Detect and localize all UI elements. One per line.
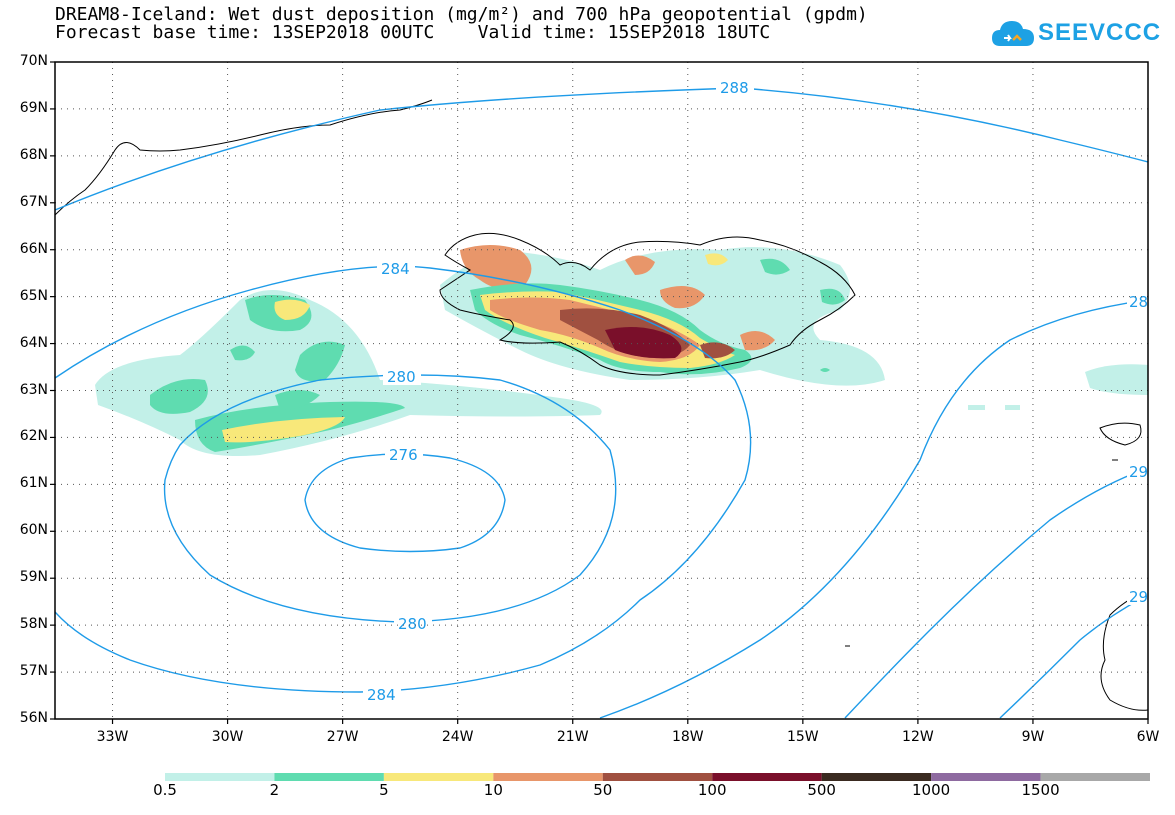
- lon-label: 24W: [441, 729, 474, 745]
- colorbar-label: 0.5: [153, 781, 177, 799]
- lon-label: 30W: [211, 729, 244, 745]
- axis-ticks: [50, 61, 1149, 724]
- colorbar-segment: [274, 773, 384, 781]
- colorbar-label: 1500: [1021, 781, 1060, 799]
- contour-label-28: 28: [1129, 293, 1148, 311]
- lon-label: 6W: [1136, 729, 1160, 745]
- lon-label: 27W: [326, 729, 359, 745]
- dust-deposition-shading: [95, 245, 1148, 456]
- colorbar-segment: [165, 773, 275, 781]
- lon-label: 18W: [671, 729, 704, 745]
- lat-label: 70N: [19, 53, 48, 69]
- seevccc-logo: SEEVCCC: [990, 16, 1160, 56]
- lat-label: 61N: [19, 475, 48, 492]
- colorbar: [165, 773, 1150, 781]
- colorbar-label: 500: [807, 781, 836, 799]
- map-gridlines: [55, 62, 1148, 719]
- lat-label: 67N: [19, 193, 48, 210]
- contour-label-276: 276: [389, 446, 418, 464]
- lon-label: 33W: [96, 729, 129, 745]
- contour-labels: 288 284 284 280 280 276 28 29 29: [363, 78, 1148, 704]
- colorbar-label: 5: [379, 781, 389, 799]
- lon-label: 21W: [556, 729, 589, 745]
- map-title: DREAM8-Iceland: Wet dust deposition (mg/…: [55, 4, 868, 25]
- lat-label: 63N: [19, 381, 48, 398]
- lon-label: 12W: [902, 729, 934, 745]
- contour-label-29-low: 29: [1129, 588, 1148, 606]
- cloud-logo-icon: [992, 21, 1034, 46]
- lat-label: 59N: [19, 569, 48, 586]
- lat-label: 58N: [19, 616, 48, 633]
- lat-label: 69N: [19, 99, 48, 116]
- contour-label-280-bottom: 280: [398, 615, 427, 633]
- colorbar-segment: [602, 773, 713, 781]
- colorbar-segment: [931, 773, 1041, 781]
- colorbar-segment: [821, 773, 932, 781]
- coastlines: [55, 99, 1148, 711]
- contour-label-280-top: 280: [387, 368, 416, 386]
- colorbar-segment: [383, 773, 494, 781]
- colorbar-label: 50: [593, 781, 613, 799]
- logo-text: SEEVCCC: [1038, 19, 1162, 46]
- lat-label: 66N: [19, 240, 48, 257]
- lat-label: 56N: [19, 710, 48, 726]
- lat-label: 57N: [19, 663, 48, 680]
- lon-label: 15W: [786, 729, 819, 745]
- colorbar-label: 2: [269, 781, 280, 799]
- lon-label: 9W: [1021, 729, 1045, 745]
- colorbar-segment: [712, 773, 822, 781]
- map-subtitle-times: Forecast base time: 13SEP2018 00UTC Vali…: [55, 22, 771, 43]
- colorbar-segment: [1040, 773, 1150, 781]
- colorbar-label: 1000: [912, 781, 951, 799]
- colorbar-segment: [493, 773, 603, 781]
- lat-label: 60N: [19, 522, 48, 539]
- colorbar-label: 100: [697, 781, 727, 799]
- colorbar-label: 10: [483, 781, 503, 799]
- contour-label-284-top: 284: [381, 260, 410, 278]
- lat-label: 64N: [19, 334, 48, 351]
- contour-label-284-bottom: 284: [367, 686, 396, 704]
- lat-label: 65N: [19, 287, 48, 304]
- contour-label-29-mid: 29: [1129, 463, 1148, 481]
- geopotential-contours: [55, 87, 1148, 719]
- lat-label: 68N: [19, 146, 48, 163]
- contour-label-288: 288: [720, 79, 749, 97]
- lat-label: 62N: [19, 428, 48, 445]
